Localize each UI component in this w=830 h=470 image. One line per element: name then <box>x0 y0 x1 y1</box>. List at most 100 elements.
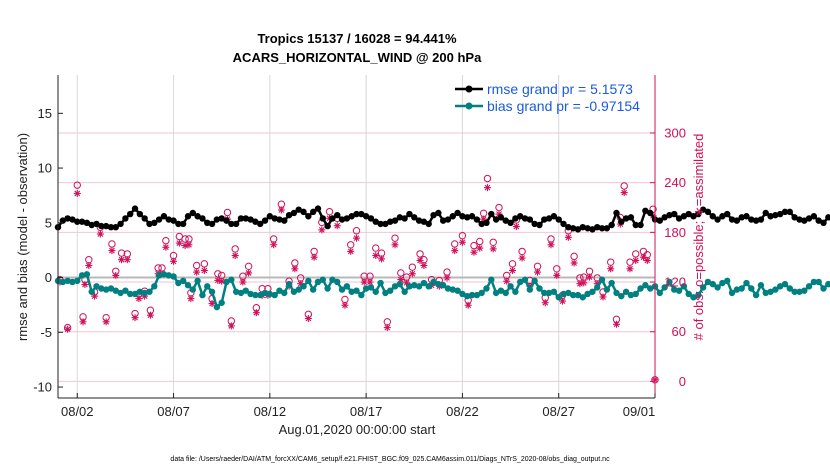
rmse-point <box>93 220 100 228</box>
rmse-point <box>541 216 548 223</box>
rmse-point <box>589 226 596 233</box>
assimilated-obs-marker <box>193 268 201 276</box>
possible-obs-marker <box>391 234 399 242</box>
bias-point <box>257 291 264 299</box>
asterisk-stroke <box>519 255 526 261</box>
y-right-tick-label: 60 <box>672 324 686 339</box>
assimilated-obs-marker <box>489 245 497 253</box>
asterisk-stroke <box>182 242 188 249</box>
assimilated-obs-marker <box>252 309 260 317</box>
asterisk-stroke <box>644 257 651 264</box>
asterisk-stroke <box>534 269 541 276</box>
bias-point <box>131 290 139 298</box>
bias-point <box>483 285 490 292</box>
assimilated-obs-marker <box>277 206 285 214</box>
rmse-point <box>786 208 794 216</box>
bias-point <box>464 292 471 300</box>
bias-point <box>541 289 548 297</box>
assimilated-obs-marker <box>333 222 341 230</box>
bias-point <box>656 289 664 297</box>
possible-obs-marker <box>192 261 201 270</box>
assimilated-obs-marker <box>643 257 651 265</box>
bias-point <box>724 277 731 285</box>
rmse-point <box>618 218 625 225</box>
bias-point <box>300 283 307 290</box>
rmse-point <box>165 216 172 223</box>
bias-point <box>83 271 91 278</box>
bias-point <box>117 289 124 297</box>
possible-obs-marker <box>223 208 232 217</box>
asterisk-stroke <box>571 260 578 266</box>
asterisk-stroke <box>239 279 246 285</box>
assimilated-obs-marker <box>408 270 416 278</box>
possible-obs-marker <box>291 259 299 267</box>
rmse-point <box>425 220 432 228</box>
legend-rmse-marker <box>465 85 473 93</box>
rmse-point <box>131 205 139 212</box>
bias-point <box>598 276 606 283</box>
rmse-point <box>704 208 712 216</box>
bias-point <box>801 287 808 294</box>
assimilated-obs-marker <box>553 271 561 279</box>
rmse-point <box>574 226 582 233</box>
asterisk-stroke <box>278 207 285 213</box>
possible-obs-marker <box>185 235 193 243</box>
rmse-point <box>762 209 769 217</box>
assimilated-obs-marker <box>102 318 110 326</box>
rmse-point <box>382 220 389 228</box>
possible-obs-marker <box>508 260 517 268</box>
asterisk-stroke <box>109 247 115 254</box>
asterisk-stroke <box>64 326 71 333</box>
rmse-point <box>396 214 404 221</box>
asterisk-stroke <box>417 257 423 264</box>
asterisk-stroke <box>334 222 341 229</box>
bias-point <box>719 279 726 287</box>
rmse-point <box>724 210 731 218</box>
possible-obs-marker <box>408 263 417 271</box>
bias-point <box>473 291 481 299</box>
rmse-point <box>334 211 341 219</box>
bias-point <box>232 288 240 295</box>
assimilated-obs-marker <box>291 265 299 273</box>
rmse-point <box>560 220 567 228</box>
bias-point <box>285 280 293 288</box>
bias-point <box>160 271 168 278</box>
rmse-point <box>122 215 129 222</box>
bias-point <box>338 286 346 293</box>
asterisk-stroke <box>559 298 566 304</box>
bias-point <box>199 291 206 299</box>
rmse-point <box>74 218 81 225</box>
bias-point <box>805 283 813 290</box>
rmse-point <box>646 209 654 217</box>
bias-point <box>367 284 375 291</box>
assimilated-obs-marker <box>64 325 72 333</box>
asterisk-stroke <box>74 190 81 197</box>
rmse-point <box>569 225 577 232</box>
asterisk-stroke <box>311 254 318 261</box>
plot-area <box>54 174 830 384</box>
rmse-point <box>772 211 779 219</box>
asterisk-stroke <box>586 274 593 280</box>
asterisk-stroke <box>392 241 398 248</box>
possible-obs-marker <box>73 181 81 189</box>
bias-point <box>661 284 668 291</box>
bias-point <box>767 288 774 295</box>
assimilated-obs-marker <box>318 226 326 234</box>
bias-point <box>603 286 611 293</box>
assimilated-obs-marker <box>185 241 193 249</box>
y-right-tick-label: 240 <box>664 175 686 190</box>
rmse-point <box>358 210 365 218</box>
asterisk-stroke <box>496 211 502 218</box>
bias-point <box>415 283 423 290</box>
bias-point <box>271 291 278 299</box>
asterisk-stroke <box>378 255 385 262</box>
rmse-point <box>439 217 447 224</box>
bias-point <box>589 288 596 295</box>
rmse-point <box>488 210 495 218</box>
x-tick-label: 08/12 <box>254 404 287 419</box>
rmse-point <box>127 210 134 218</box>
rmse-point <box>237 215 245 222</box>
rmse-point <box>598 225 606 232</box>
y-tick-label: 15 <box>38 106 52 121</box>
assimilated-obs-marker <box>586 273 594 281</box>
